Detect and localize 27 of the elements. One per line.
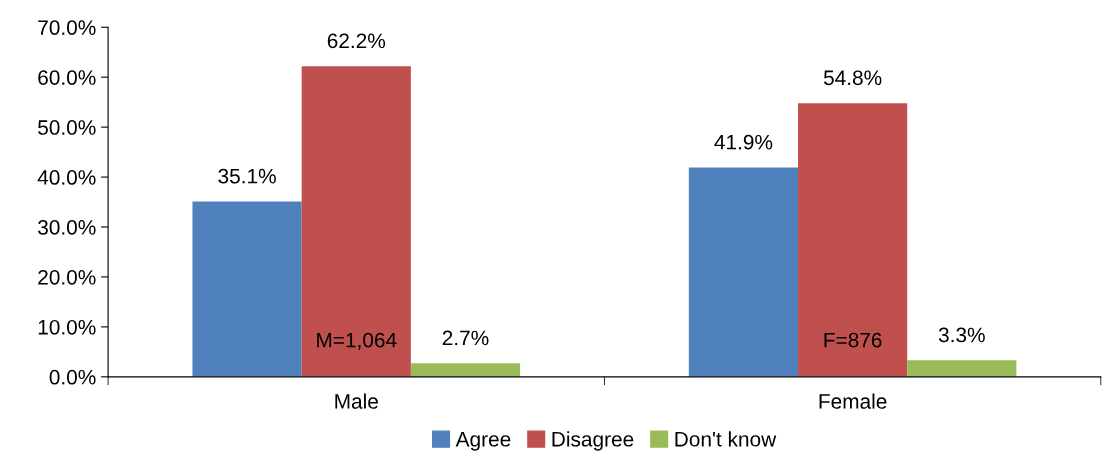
legend-label: Disagree: [552, 431, 634, 451]
y-tick-label: 30.0%: [38, 220, 96, 235]
y-tick-label: 70.0%: [38, 20, 96, 35]
x-tick-label: Male: [335, 393, 378, 409]
y-tick-label: 60.0%: [38, 70, 96, 85]
annotation: M=1,064: [317, 332, 397, 350]
data-label: 41.9%: [714, 134, 773, 150]
data-label: 35.1%: [218, 168, 276, 184]
data-label: 54.8%: [823, 70, 882, 86]
data-label: 2.7%: [442, 330, 489, 346]
annotation: F=876: [824, 332, 882, 348]
y-tick-label: 10.0%: [38, 319, 96, 335]
legend-label: Agree: [455, 432, 511, 451]
y-tick-label: 50.0%: [38, 120, 96, 135]
bar: [301, 66, 411, 377]
bar: [907, 360, 1017, 377]
y-tick-label: 0.0%: [49, 369, 96, 385]
bar: [798, 103, 908, 377]
data-label: 62.2%: [327, 33, 386, 49]
bar: [410, 363, 521, 377]
y-tick-label: 20.0%: [38, 269, 96, 285]
bar: [688, 167, 799, 377]
x-tick-label: Female: [819, 393, 887, 409]
legend-label: Don't know: [675, 431, 777, 447]
data-label: 3.3%: [938, 327, 985, 343]
y-tick-label: 40.0%: [37, 170, 96, 185]
bar: [192, 201, 302, 377]
